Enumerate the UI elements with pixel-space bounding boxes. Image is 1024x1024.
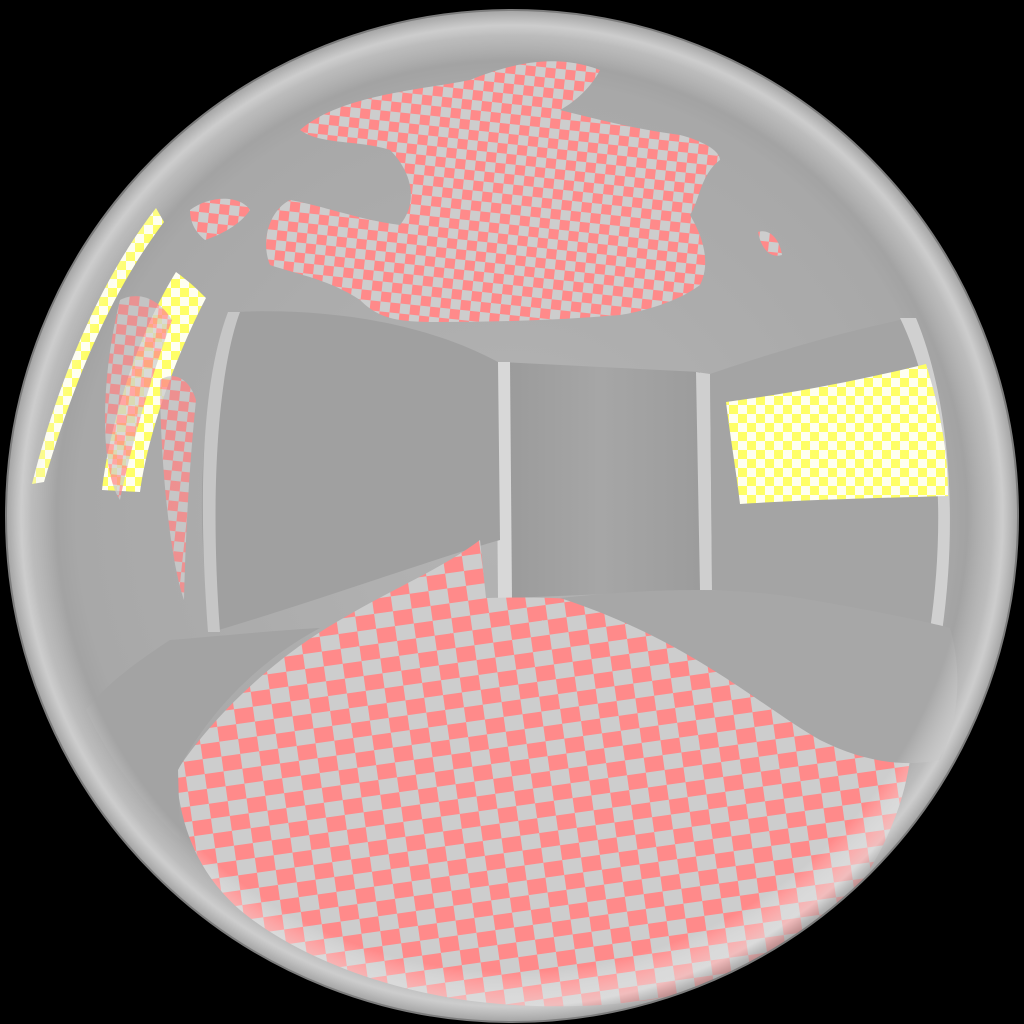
sphere [6, 10, 1018, 1022]
sphere-outline [5, 9, 1019, 1023]
sphere-rim [6, 10, 1018, 1022]
